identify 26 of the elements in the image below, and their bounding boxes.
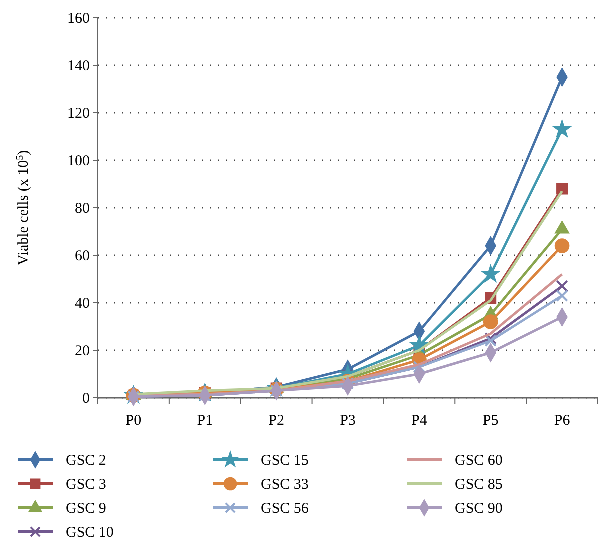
legend-label: GSC 2 (66, 453, 106, 469)
y-tick-label: 20 (75, 343, 90, 360)
y-tick-label: 100 (68, 153, 90, 170)
x-tick-label: P5 (482, 413, 499, 429)
legend-label: GSC 9 (66, 501, 106, 517)
legend-label: GSC 60 (455, 453, 503, 469)
y-tick-label: 60 (75, 248, 90, 264)
y-tick-label: 120 (68, 106, 90, 122)
legend-label: GSC 10 (66, 525, 114, 541)
legend-label: GSC 85 (455, 477, 503, 493)
x-tick-label: P0 (126, 413, 142, 429)
x-tick-label: P2 (268, 413, 284, 429)
y-tick-label: 40 (75, 296, 90, 312)
legend-label: GSC 56 (261, 501, 310, 517)
legend-label: GSC 33 (261, 477, 309, 493)
x-tick-label: P4 (412, 413, 428, 429)
legend-label: GSC 3 (66, 477, 106, 493)
y-tick-label: 80 (75, 200, 90, 217)
x-tick-label: P6 (554, 413, 571, 429)
x-tick-label: P1 (197, 413, 214, 429)
y-tick-label: 160 (68, 10, 90, 27)
y-tick-label: 0 (82, 390, 90, 407)
y-tick-label: 140 (68, 58, 90, 74)
legend-label: GSC 90 (455, 501, 503, 517)
x-tick-label: P3 (340, 413, 356, 429)
legend-label: GSC 15 (261, 453, 309, 469)
